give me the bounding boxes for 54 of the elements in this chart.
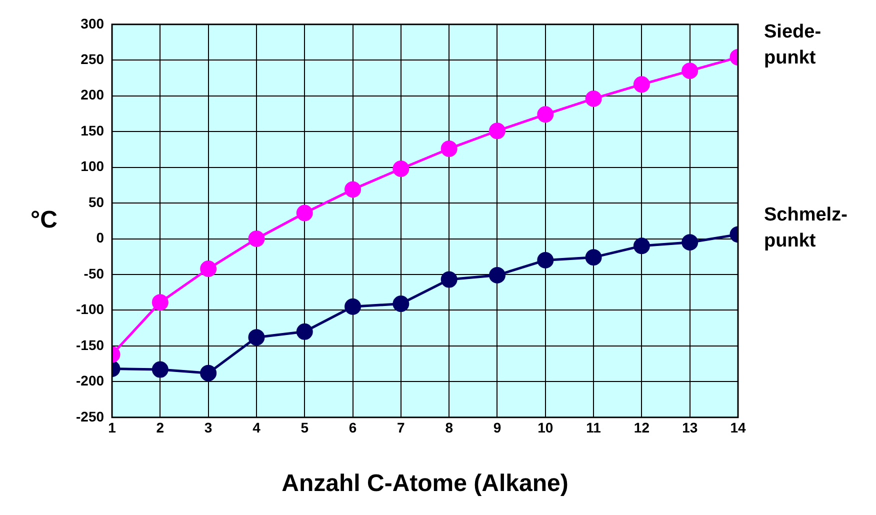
y-tick-label: 0 — [96, 230, 104, 246]
x-tick-label: 13 — [682, 420, 698, 436]
point — [585, 249, 602, 266]
y-tick-label: 100 — [80, 158, 104, 174]
point — [440, 271, 458, 288]
point — [633, 76, 650, 93]
point — [537, 106, 554, 123]
point — [682, 62, 698, 80]
x-tick-label: 1 — [108, 420, 116, 436]
point — [296, 323, 313, 340]
y-tick-label: 250 — [80, 50, 104, 67]
point — [152, 361, 168, 378]
x-axis-title: Anzahl C-Atome (Alkane) — [282, 470, 568, 498]
x-tick-label: 11 — [586, 420, 602, 436]
y-tick-label: -250 — [76, 408, 104, 424]
x-tick-label: 14 — [730, 420, 746, 436]
y-tick-label: 50 — [88, 194, 104, 210]
point — [682, 234, 698, 251]
point — [392, 160, 410, 177]
series-label: Schmelz-punkt — [764, 204, 848, 252]
y-tick-label: 300 — [80, 15, 104, 32]
point — [344, 181, 362, 198]
x-tick-label: 10 — [538, 420, 554, 436]
x-tick-label: 4 — [252, 420, 261, 436]
point — [488, 266, 506, 284]
x-tick-label: 8 — [445, 420, 454, 436]
y-tick-label: 200 — [80, 86, 104, 103]
point — [585, 90, 602, 107]
point — [440, 140, 458, 157]
y-tick-label: -150 — [76, 336, 104, 353]
point — [200, 260, 217, 278]
y-tick-label: -100 — [76, 301, 104, 318]
point — [200, 364, 217, 382]
series-label: Siede-punkt — [764, 22, 822, 69]
point — [248, 230, 265, 248]
x-tick-label: 12 — [634, 420, 650, 436]
y-axis-title: °C — [30, 206, 58, 234]
point — [537, 252, 554, 268]
point — [633, 238, 650, 254]
point — [152, 294, 168, 311]
y-tick-label: -200 — [76, 372, 104, 389]
x-tick-label: 5 — [300, 420, 309, 436]
x-tick-label: 9 — [493, 420, 502, 436]
point — [296, 204, 313, 222]
point — [344, 298, 362, 315]
y-tick-label: -50 — [84, 265, 104, 282]
y-tick-label: 150 — [80, 122, 104, 138]
x-tick-label: 2 — [156, 420, 164, 436]
point — [248, 329, 265, 346]
point — [392, 296, 410, 312]
x-tick-label: 7 — [397, 420, 406, 436]
x-tick-label: 6 — [348, 420, 357, 436]
point — [488, 122, 506, 140]
x-tick-label: 3 — [204, 420, 212, 436]
